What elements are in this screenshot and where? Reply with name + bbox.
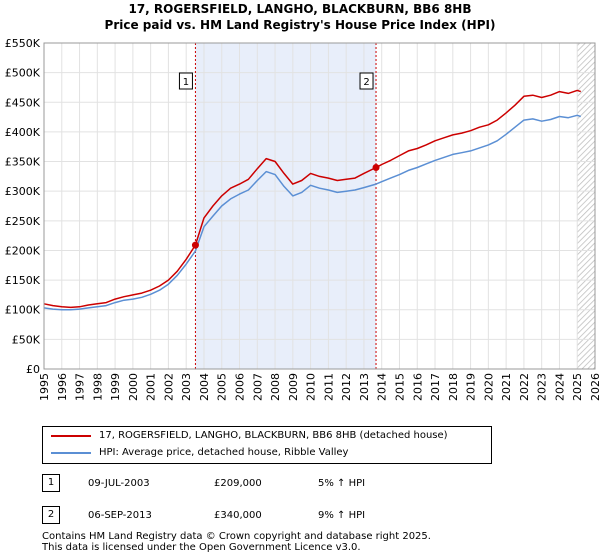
x-tick-label: 2019 (465, 373, 478, 401)
legend-item-hpi: HPI: Average price, detached house, Ribb… (51, 447, 348, 458)
legend-label-property: 17, ROGERSFIELD, LANGHO, BLACKBURN, BB6 … (99, 430, 448, 441)
x-tick-label: 2004 (198, 373, 211, 401)
x-tick-label: 2025 (571, 373, 584, 401)
x-tick-label: 2008 (269, 373, 282, 401)
x-tick-label: 2005 (216, 373, 229, 401)
x-tick-label: 2023 (536, 373, 549, 401)
transaction-date: 09-JUL-2003 (88, 478, 150, 489)
x-tick-label: 2003 (180, 373, 193, 401)
x-tick-label: 2022 (518, 373, 531, 401)
y-tick-label: £100K (5, 304, 41, 317)
y-tick-label: £50K (12, 333, 41, 346)
y-tick-label: £150K (5, 274, 41, 287)
x-tick-label: 2006 (234, 373, 247, 401)
transaction-price: £340,000 (214, 510, 262, 521)
transaction-row: 2 06-SEP-2013 £340,000 9% ↑ HPI (42, 506, 562, 526)
x-tick-label: 2016 (411, 373, 424, 401)
x-tick-label: 2012 (340, 373, 353, 401)
x-tick-label: 2011 (322, 373, 335, 401)
x-tick-label: 2017 (429, 373, 442, 401)
x-tick-label: 2002 (162, 373, 175, 401)
x-tick-label: 2013 (358, 373, 371, 401)
sale-marker-label: 1 (183, 77, 189, 88)
x-tick-label: 2009 (287, 373, 300, 401)
transaction-price: £209,000 (214, 478, 262, 489)
property-price-line (43, 89, 582, 309)
legend: 17, ROGERSFIELD, LANGHO, BLACKBURN, BB6 … (42, 426, 492, 464)
plot-area: £0 £50K £100K £150K £200K £250K £300K £350K £400… (5, 37, 600, 401)
sale-point (372, 163, 380, 171)
chart-subtitle: Price paid vs. HM Land Registry's House … (105, 18, 496, 32)
price-chart: 17, ROGERSFIELD, LANGHO, BLACKBURN, BB6 … (5, 2, 600, 401)
x-tick-label: 2014 (376, 373, 389, 401)
x-tick-label: 2024 (553, 373, 566, 401)
y-tick-label: £350K (5, 156, 41, 169)
x-tick-label: 2020 (482, 373, 495, 401)
transaction-badge: 1 (42, 474, 60, 492)
transaction-hpi: 5% ↑ HPI (318, 478, 366, 489)
legend-swatch-property (51, 434, 91, 437)
y-tick-label: £450K (5, 96, 41, 109)
legend-swatch-hpi (51, 451, 91, 454)
y-tick-label: £500K (5, 67, 41, 80)
y-tick-label: £400K (5, 126, 41, 139)
legend-label-hpi: HPI: Average price, detached house, Ribb… (99, 447, 349, 458)
x-tick-label: 2010 (305, 373, 318, 401)
sale-marker-box (178, 72, 193, 90)
x-tick-label: 2018 (447, 373, 460, 401)
sale-marker-box (359, 72, 374, 90)
y-tick-label: £550K (5, 37, 41, 50)
chart-title: 17, ROGERSFIELD, LANGHO, BLACKBURN, BB6 … (128, 2, 471, 16)
y-tick-label: £0 (26, 363, 40, 376)
y-tick-label: £300K (5, 185, 41, 198)
sale-marker-label: 2 (363, 77, 369, 88)
hpi-line (43, 114, 582, 311)
footer: Contains HM Land Registry data © Crown c… (42, 531, 431, 553)
plot-frame (43, 42, 596, 370)
transaction-row: 1 09-JUL-2003 £209,000 5% ↑ HPI (42, 474, 562, 494)
footer-copyright: Contains HM Land Registry data © Crown c… (42, 531, 431, 542)
x-tick-label: 1995 (38, 373, 51, 401)
transaction-badge: 2 (42, 506, 60, 524)
y-tick-label: £200K (5, 244, 41, 257)
y-tick-label: £250K (5, 215, 41, 228)
legend-item-property: 17, ROGERSFIELD, LANGHO, BLACKBURN, BB6 … (51, 430, 448, 441)
x-tick-label: 2026 (589, 373, 600, 401)
x-tick-label: 2001 (145, 373, 158, 401)
footer-licence: This data is licensed under the Open Gov… (42, 542, 361, 553)
x-tick-label: 1999 (109, 373, 122, 401)
x-tick-label: 2021 (500, 373, 513, 401)
transaction-date: 06-SEP-2013 (88, 510, 152, 521)
x-tick-label: 1997 (74, 373, 87, 401)
x-tick-label: 1996 (56, 373, 69, 401)
x-tick-label: 1998 (91, 373, 104, 401)
sale-point (191, 241, 199, 249)
transaction-hpi: 9% ↑ HPI (318, 510, 366, 521)
forecast-hatch (577, 43, 595, 369)
x-tick-label: 2007 (251, 373, 264, 401)
x-tick-label: 2000 (127, 373, 140, 401)
x-tick-label: 2015 (393, 373, 406, 401)
